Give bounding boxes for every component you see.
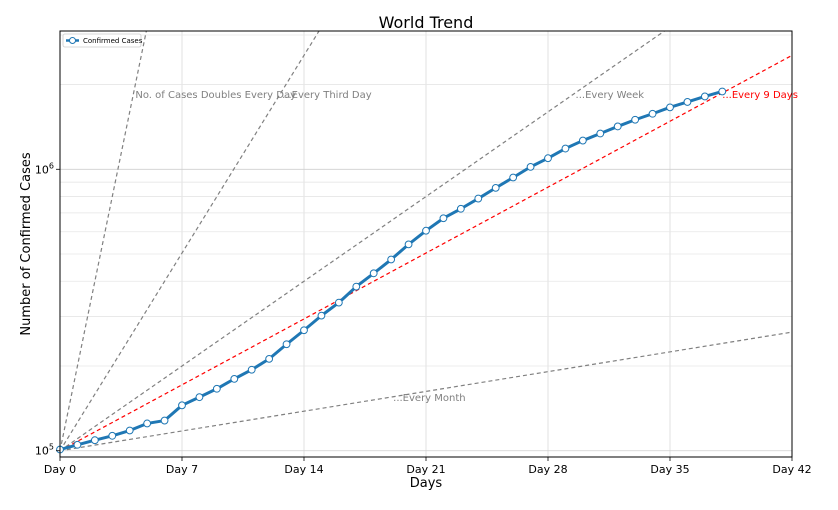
series-line-confirmed-cases (59, 90, 723, 451)
x-tick-label: Day 35 (650, 463, 689, 476)
data-point (160, 416, 169, 425)
data-point (90, 436, 99, 445)
x-axis-ticks: Day 0 Day 7 Day 14 Day 21 Day 28 Day 35 Day 42 (44, 457, 812, 476)
data-point (265, 354, 274, 363)
data-point (352, 282, 361, 291)
series-lines (59, 90, 723, 451)
data-point (108, 431, 117, 440)
data-point (491, 183, 500, 192)
legend-marker-swatch (69, 37, 76, 44)
series-markers (56, 87, 727, 454)
x-tick-label: Day 42 (772, 463, 811, 476)
data-point (474, 194, 483, 203)
y-tick-label: 105 (35, 443, 54, 458)
legend-box (62, 33, 142, 48)
data-point (544, 154, 552, 163)
data-point (369, 269, 378, 278)
data-point (648, 109, 657, 118)
data-point (387, 255, 396, 264)
data-point (578, 136, 587, 145)
reference-line-doubling-3 (59, 30, 320, 452)
reference-line-doubling-30 (59, 331, 793, 452)
legend: Confirmed Cases (62, 33, 143, 48)
data-point (700, 92, 709, 101)
data-point (195, 393, 204, 402)
data-point (613, 122, 622, 131)
x-tick-label: Day 14 (284, 463, 323, 476)
data-point (300, 326, 308, 335)
data-point (561, 144, 570, 153)
data-point (282, 340, 291, 349)
reference-lines: No. of Cases Doubles Every Day...Every T… (59, 30, 798, 452)
reference-label-doubling-1: No. of Cases Doubles Every Day (135, 90, 296, 101)
data-point (526, 162, 535, 171)
data-point (666, 103, 674, 112)
data-point (247, 365, 256, 374)
reference-label-doubling-9: ...Every 9 Days (722, 90, 798, 101)
x-axis-label: Days (410, 476, 443, 491)
x-tick-label: Day 28 (528, 463, 567, 476)
data-point (125, 426, 134, 435)
data-point (596, 129, 605, 138)
x-tick-label: Day 7 (166, 463, 198, 476)
chart-title: World Trend (379, 13, 474, 32)
y-axis-label: Number of Confirmed Cases (19, 152, 34, 335)
data-point (317, 311, 326, 320)
data-point (509, 173, 518, 182)
data-point (422, 226, 430, 235)
data-point (404, 240, 413, 249)
data-point (718, 87, 727, 96)
data-point (212, 384, 221, 393)
reference-label-doubling-30: ...Every Month (393, 393, 465, 404)
legend-entry-confirmed-cases: Confirmed Cases (83, 37, 143, 45)
x-tick-label: Day 0 (44, 463, 76, 476)
data-point (456, 204, 465, 213)
reference-line-doubling-1 (59, 30, 147, 451)
data-point (230, 374, 239, 383)
reference-line-doubling-7 (59, 30, 665, 452)
reference-label-doubling-3: ...Every Third Day (282, 90, 372, 101)
data-point (439, 214, 448, 223)
data-point (631, 115, 640, 124)
data-point (334, 298, 343, 307)
data-point (143, 419, 152, 428)
x-tick-label: Day 21 (406, 463, 445, 476)
y-axis-ticks: 105 106 (35, 161, 60, 458)
data-point (683, 98, 692, 106)
y-tick-label: 106 (35, 161, 54, 176)
data-point (73, 440, 82, 449)
reference-line-doubling-9 (59, 54, 793, 452)
data-point (178, 401, 186, 410)
reference-label-doubling-7: ...Every Week (576, 90, 645, 101)
